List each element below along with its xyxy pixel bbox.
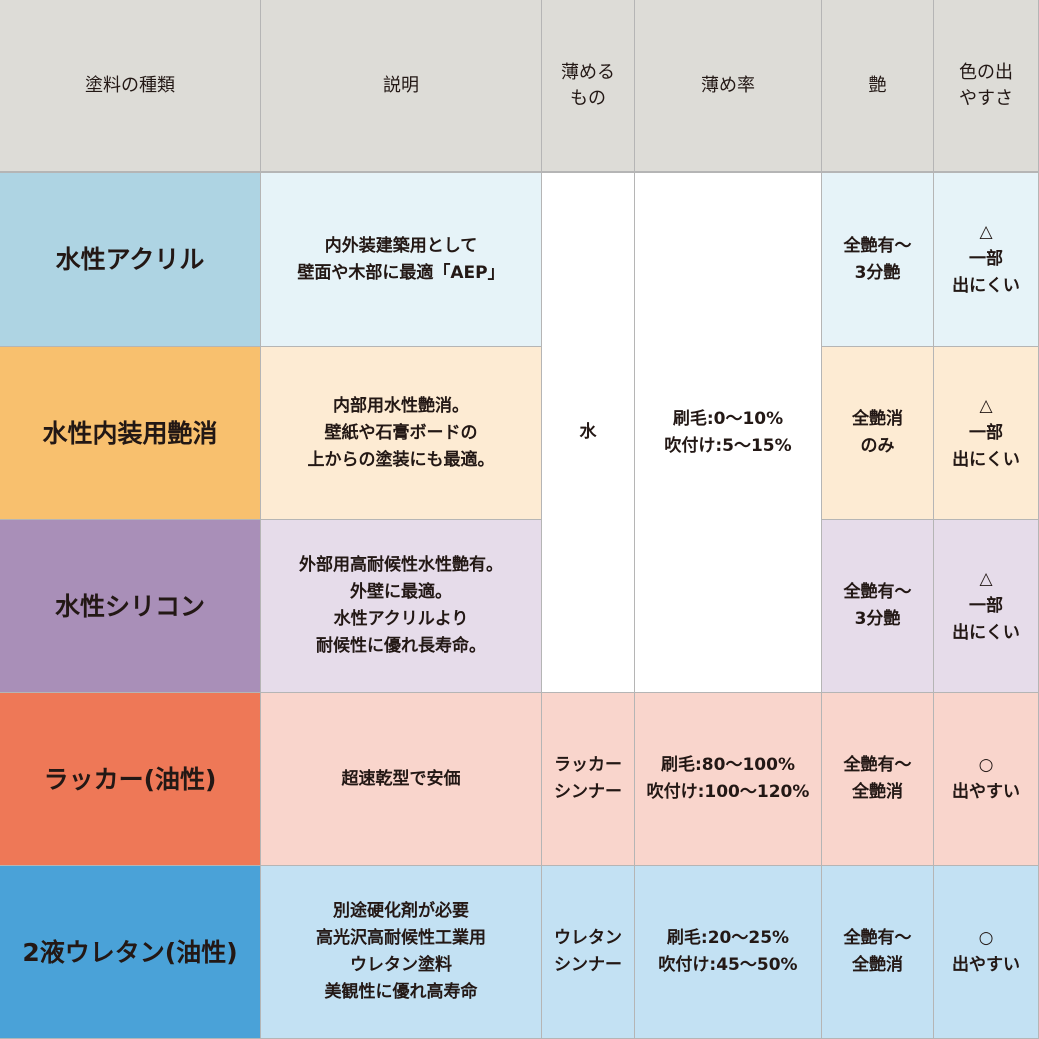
header-thinner: 薄める もの (542, 0, 635, 173)
description-cell: 内部用水性艶消。 壁紙や石膏ボードの 上からの塗装にも最適。 (261, 347, 542, 520)
paint-type-cell: 水性アクリル (0, 173, 261, 347)
header-thinning-ratio: 薄め率 (635, 0, 822, 173)
color-ease-cell: △ 一部 出にくい (934, 173, 1039, 347)
thinning-ratio-cell-water: 刷毛:0〜10% 吹付け:5〜15% (635, 173, 822, 693)
gloss-cell: 全艶有〜 3分艶 (822, 173, 934, 347)
header-description: 説明 (261, 0, 542, 173)
thinning-ratio-cell: 刷毛:20〜25% 吹付け:45〜50% (635, 866, 822, 1039)
header-color-ease: 色の出 やすさ (934, 0, 1039, 173)
gloss-cell: 全艶消 のみ (822, 347, 934, 520)
description-cell: 超速乾型で安価 (261, 693, 542, 866)
paint-type-cell: ラッカー(油性) (0, 693, 261, 866)
thinner-cell: ウレタン シンナー (542, 866, 635, 1039)
description-cell: 外部用高耐候性水性艶有。 外壁に最適。 水性アクリルより 耐候性に優れ長寿命。 (261, 520, 542, 693)
description-cell: 内外装建築用として 壁面や木部に最適「AEP」 (261, 173, 542, 347)
color-ease-cell: △ 一部 出にくい (934, 347, 1039, 520)
header-paint-type: 塗料の種類 (0, 0, 261, 173)
gloss-cell: 全艶有〜 全艶消 (822, 866, 934, 1039)
thinning-ratio-cell: 刷毛:80〜100% 吹付け:100〜120% (635, 693, 822, 866)
gloss-cell: 全艶有〜 3分艶 (822, 520, 934, 693)
header-gloss: 艶 (822, 0, 934, 173)
thinner-cell: ラッカー シンナー (542, 693, 635, 866)
thinner-cell-water: 水 (542, 173, 635, 693)
paint-type-cell: 水性内装用艶消 (0, 347, 261, 520)
gloss-cell: 全艶有〜 全艶消 (822, 693, 934, 866)
paint-type-cell: 2液ウレタン(油性) (0, 866, 261, 1039)
color-ease-cell: △ 一部 出にくい (934, 520, 1039, 693)
color-ease-cell: ○ 出やすい (934, 866, 1039, 1039)
color-ease-cell: ○ 出やすい (934, 693, 1039, 866)
paint-type-cell: 水性シリコン (0, 520, 261, 693)
description-cell: 別途硬化剤が必要 高光沢高耐候性工業用 ウレタン塗料 美観性に優れ高寿命 (261, 866, 542, 1039)
